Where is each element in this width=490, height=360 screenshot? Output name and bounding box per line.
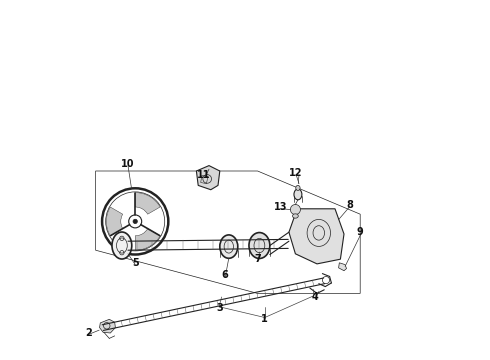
Text: 5: 5 — [132, 258, 139, 268]
Polygon shape — [99, 319, 116, 333]
Ellipse shape — [294, 189, 302, 200]
Ellipse shape — [293, 214, 298, 218]
Wedge shape — [135, 193, 160, 214]
Text: 3: 3 — [217, 303, 223, 313]
Ellipse shape — [296, 185, 300, 190]
Text: 12: 12 — [289, 168, 302, 178]
Text: 8: 8 — [346, 200, 353, 210]
Polygon shape — [196, 166, 220, 190]
Text: 10: 10 — [121, 159, 135, 169]
Circle shape — [133, 219, 137, 224]
Text: 1: 1 — [262, 314, 268, 324]
Text: 7: 7 — [254, 254, 261, 264]
Circle shape — [291, 204, 300, 215]
Text: 2: 2 — [85, 328, 92, 338]
Text: 9: 9 — [357, 227, 364, 237]
Wedge shape — [135, 229, 160, 250]
Text: 13: 13 — [274, 202, 288, 212]
Ellipse shape — [220, 235, 238, 258]
Text: 6: 6 — [222, 270, 228, 280]
Ellipse shape — [249, 233, 270, 258]
Polygon shape — [339, 263, 346, 271]
Ellipse shape — [112, 232, 132, 259]
Text: 4: 4 — [312, 292, 318, 302]
Polygon shape — [289, 209, 344, 264]
Wedge shape — [106, 207, 122, 236]
Text: 11: 11 — [197, 170, 210, 180]
